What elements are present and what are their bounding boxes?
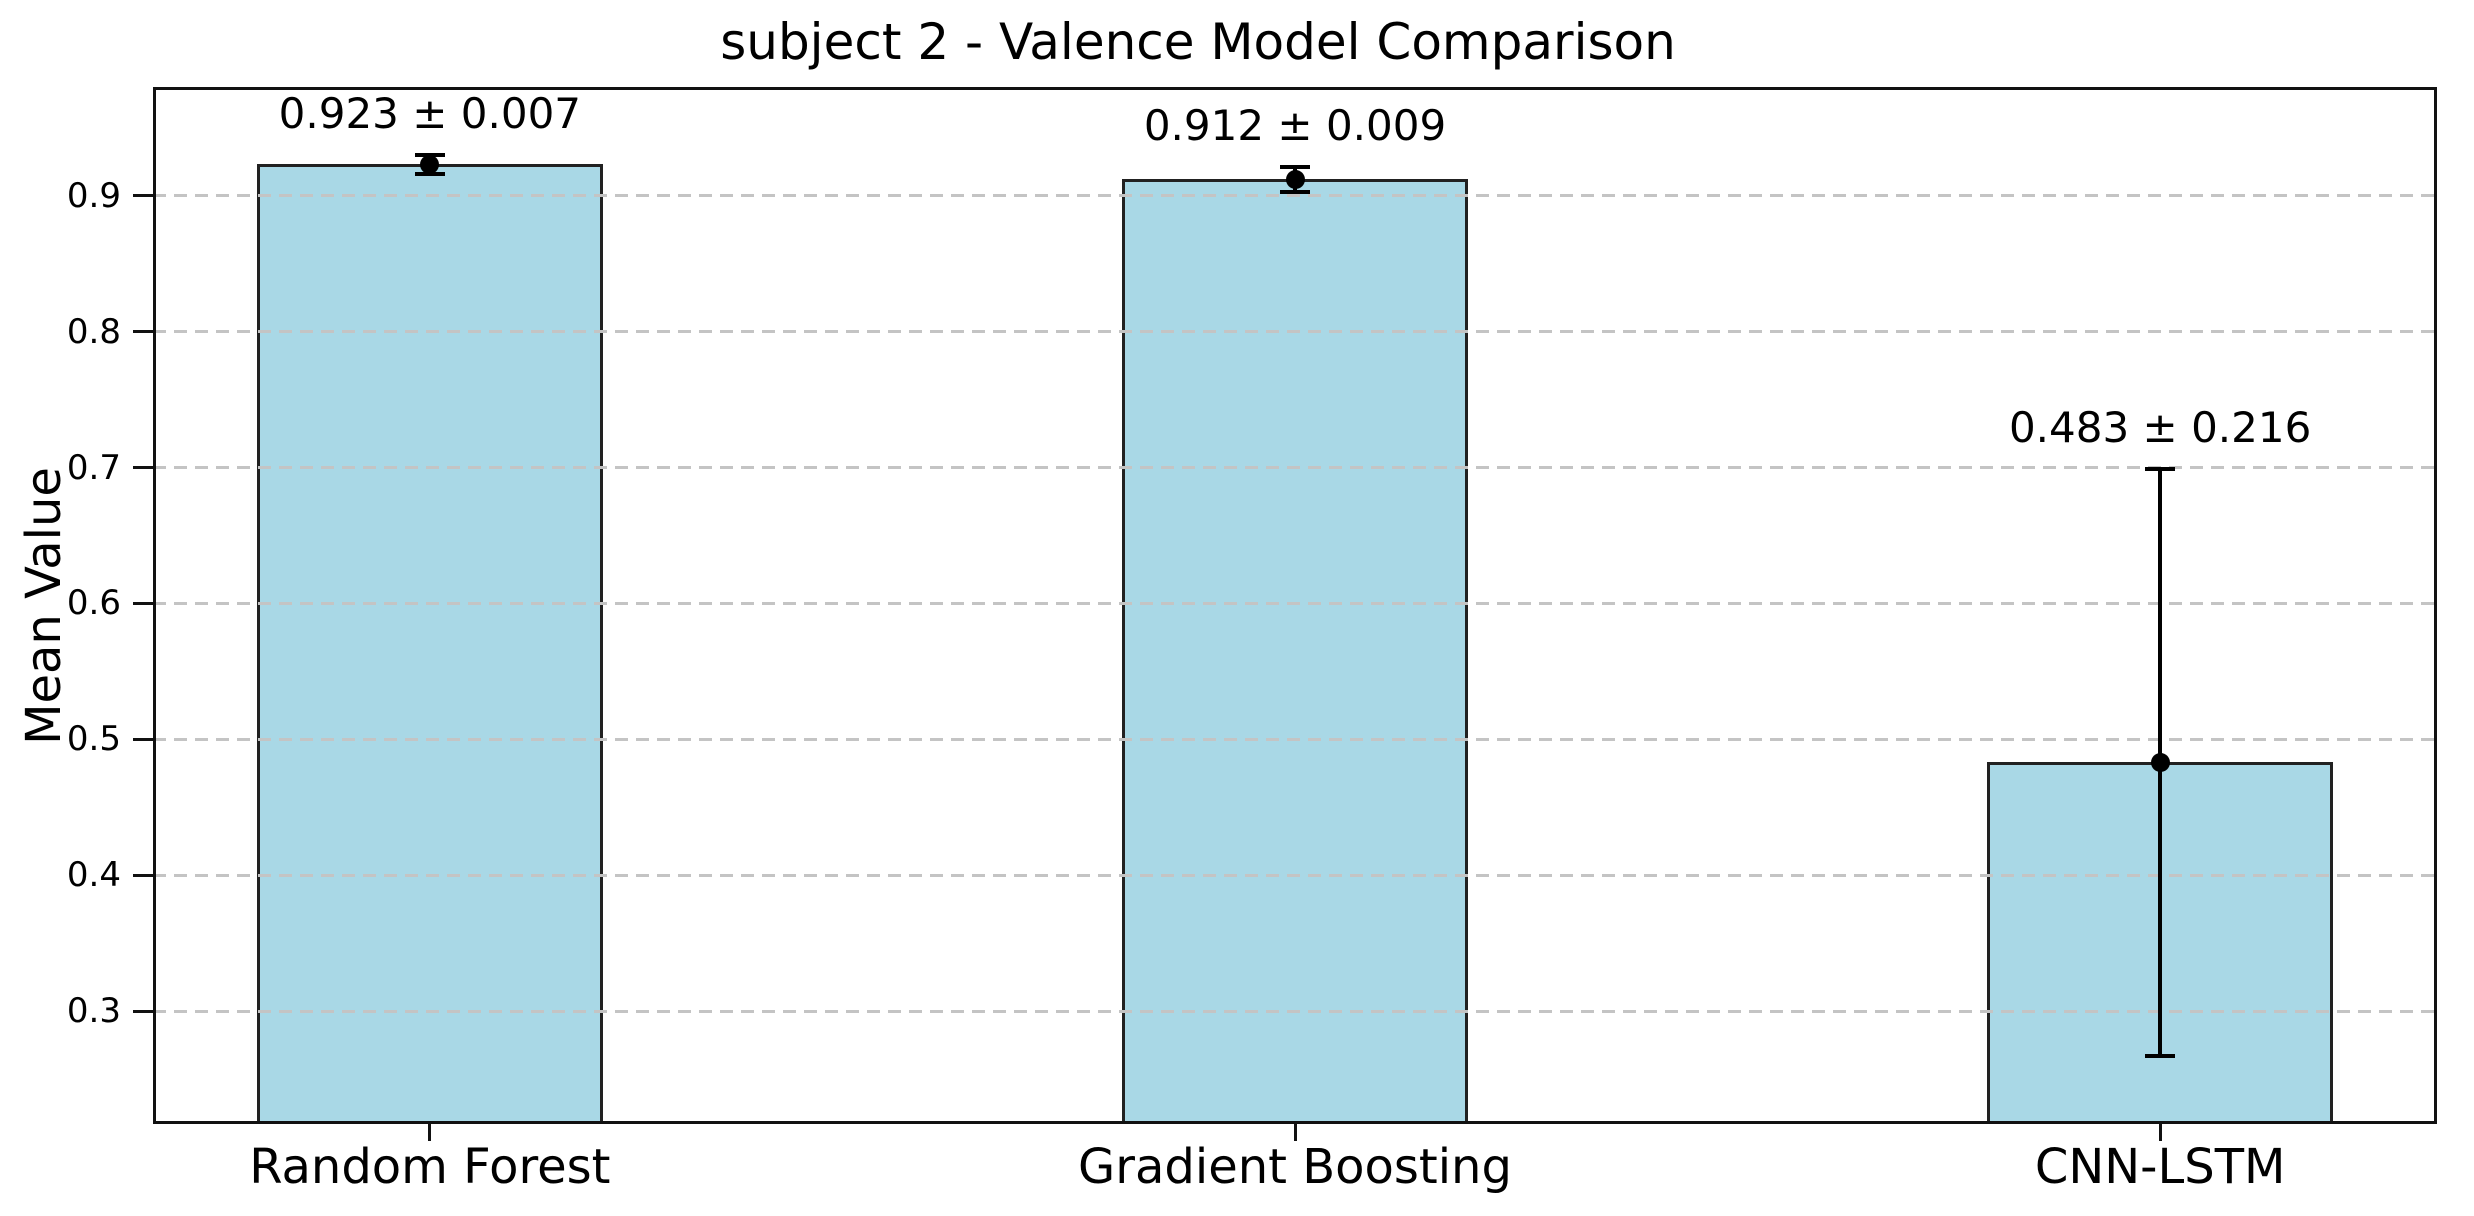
- error-cap-top: [2145, 466, 2176, 471]
- y-tick-label: 0.5: [66, 719, 121, 760]
- axes-frame: [153, 87, 2437, 1124]
- y-tick-mark: [133, 873, 153, 877]
- bar-annotation: 0.923 ± 0.007: [278, 88, 582, 138]
- x-tick-mark: [428, 1124, 432, 1141]
- y-tick-label: 0.7: [66, 447, 121, 488]
- gridline: [153, 330, 2437, 334]
- bar: [256, 164, 603, 1124]
- error-marker-dot: [420, 154, 440, 174]
- y-tick-mark: [133, 466, 153, 470]
- gridline: [153, 737, 2437, 741]
- y-tick-label: 0.8: [66, 311, 121, 352]
- chart-title: subject 2 - Valence Model Comparison: [720, 13, 1676, 71]
- x-tick-label: Random Forest: [249, 1139, 611, 1195]
- y-tick-label: 0.9: [66, 175, 121, 216]
- error-cap-top: [414, 152, 445, 157]
- y-tick-mark: [133, 194, 153, 198]
- bar-annotation: 0.483 ± 0.216: [2008, 402, 2312, 452]
- y-tick-mark: [133, 737, 153, 741]
- y-tick-mark: [133, 601, 153, 605]
- x-tick-label: Gradient Boosting: [1078, 1139, 1512, 1195]
- y-tick-label: 0.6: [66, 583, 121, 624]
- error-cap-top: [1280, 165, 1310, 170]
- x-tick-mark: [2158, 1124, 2162, 1141]
- gridline: [153, 1009, 2437, 1013]
- bar-annotation: 0.912 ± 0.009: [1143, 101, 1447, 151]
- x-tick-label: CNN-LSTM: [2034, 1139, 2286, 1195]
- y-tick-mark: [133, 330, 153, 334]
- gridline: [153, 194, 2437, 198]
- error-marker-dot: [2150, 752, 2170, 772]
- bar: [1121, 179, 1469, 1124]
- y-tick-mark: [133, 1009, 153, 1013]
- error-cap-bottom: [2145, 1054, 2176, 1059]
- x-tick-mark: [1293, 1124, 1297, 1141]
- gridline: [153, 873, 2437, 877]
- y-tick-label: 0.4: [66, 855, 121, 896]
- y-tick-label: 0.3: [66, 991, 121, 1032]
- gridline: [153, 601, 2437, 605]
- error-cap-bottom: [414, 171, 445, 176]
- gridline: [153, 466, 2437, 470]
- error-marker-dot: [1285, 169, 1305, 189]
- error-cap-bottom: [1280, 189, 1310, 194]
